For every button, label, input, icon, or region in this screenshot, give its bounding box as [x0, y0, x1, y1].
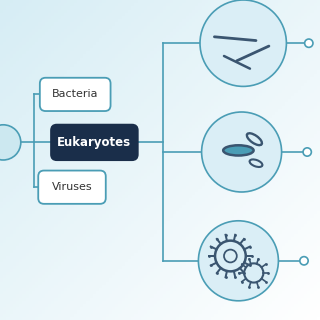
- FancyBboxPatch shape: [40, 78, 111, 111]
- Text: Bacteria: Bacteria: [52, 89, 99, 100]
- FancyBboxPatch shape: [51, 124, 138, 160]
- Circle shape: [202, 112, 282, 192]
- Circle shape: [303, 148, 311, 156]
- Ellipse shape: [223, 145, 253, 156]
- Circle shape: [305, 39, 313, 47]
- Circle shape: [198, 221, 278, 301]
- FancyBboxPatch shape: [38, 171, 106, 204]
- Circle shape: [300, 257, 308, 265]
- Circle shape: [200, 0, 286, 86]
- Text: Eukaryotes: Eukaryotes: [57, 136, 132, 149]
- Text: Viruses: Viruses: [52, 182, 92, 192]
- Circle shape: [0, 125, 21, 160]
